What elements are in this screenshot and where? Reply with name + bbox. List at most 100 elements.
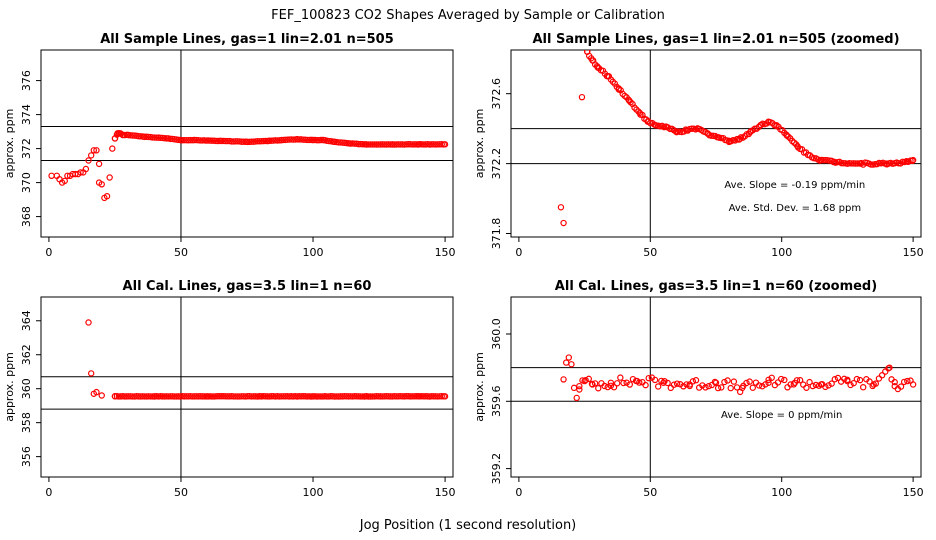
x-tick-label: 100 (771, 246, 792, 259)
data-point (885, 365, 892, 372)
data-point (103, 192, 111, 200)
data-point (216, 392, 224, 400)
data-point (125, 393, 133, 400)
data-point (673, 380, 681, 387)
data-point (377, 141, 384, 148)
data-point (218, 393, 226, 400)
data-point (212, 393, 220, 400)
data-point (408, 141, 416, 148)
data-point (396, 393, 404, 400)
data-point (651, 376, 659, 384)
data-point (588, 380, 596, 388)
data-point (61, 177, 68, 185)
data-point (410, 393, 418, 400)
data-point (440, 141, 447, 148)
data-point (733, 384, 741, 391)
data-point (347, 140, 354, 147)
data-point (379, 141, 386, 148)
x-tick-label: 150 (903, 486, 924, 499)
data-point (353, 393, 360, 400)
panel-title: All Cal. Lines, gas=3.5 lin=1 n=60 (zoom… (555, 279, 877, 294)
y-tick-label: 370 (20, 172, 33, 193)
data-point (708, 381, 715, 389)
data-point (280, 136, 287, 144)
data-point (262, 393, 269, 400)
data-point (822, 383, 829, 391)
data-point (841, 375, 848, 383)
data-point (230, 393, 237, 400)
y-tick-label: 360 (20, 378, 33, 399)
data-point (680, 383, 687, 390)
data-point (387, 141, 394, 148)
data-points (85, 319, 449, 400)
data-point (875, 375, 883, 382)
data-point (907, 377, 914, 384)
y-axis-label: approx. ppm (3, 352, 16, 422)
x-tick-label: 150 (435, 246, 456, 259)
data-point (202, 393, 210, 400)
data-point (87, 152, 95, 159)
data-point (844, 376, 851, 384)
data-point (613, 380, 621, 387)
data-point (250, 393, 257, 400)
data-point (762, 381, 769, 388)
data-point (430, 393, 438, 400)
data-point (743, 379, 750, 387)
data-point (317, 136, 325, 144)
data-point (121, 393, 129, 400)
data-point (355, 140, 362, 148)
data-point (721, 378, 728, 386)
data-point (365, 393, 372, 400)
data-point (198, 393, 206, 400)
data-point (282, 393, 289, 400)
data-point (163, 393, 170, 400)
data-point (573, 394, 580, 402)
data-point (375, 393, 382, 400)
data-point (95, 160, 103, 168)
data-point (565, 354, 573, 361)
data-point (591, 380, 599, 387)
data-point (428, 141, 436, 148)
data-point (278, 393, 285, 400)
data-point (601, 382, 608, 390)
data-point (309, 393, 317, 400)
panel-cal-lines-zoomed: All Cal. Lines, gas=3.5 lin=1 n=60 (zoom… (473, 279, 924, 499)
data-point (642, 381, 649, 389)
data-point (129, 393, 136, 400)
data-point (248, 138, 255, 145)
data-point (859, 384, 867, 391)
data-point (749, 384, 756, 391)
data-point (365, 141, 372, 148)
data-point (77, 169, 84, 176)
data-point (367, 141, 374, 148)
data-point (286, 136, 293, 143)
data-point (93, 147, 100, 154)
data-point (106, 174, 113, 181)
panel-title: All Cal. Lines, gas=3.5 lin=1 n=60 (123, 279, 372, 294)
data-point (796, 376, 804, 384)
data-point (234, 393, 241, 400)
data-point (595, 385, 602, 392)
data-point (736, 388, 744, 396)
data-point (661, 377, 668, 385)
data-point (167, 393, 174, 400)
data-point (171, 393, 178, 400)
data-point (711, 378, 719, 386)
data-point (222, 137, 230, 145)
data-point (129, 132, 136, 139)
data-point (232, 138, 239, 145)
data-point (793, 377, 801, 384)
x-tick-label: 100 (303, 486, 324, 499)
figure-title: FEF_100823 CO2 Shapes Averaged by Sample… (271, 8, 665, 23)
data-point (218, 137, 226, 145)
data-point (181, 136, 188, 144)
data-point (866, 378, 873, 385)
data-point (576, 386, 583, 393)
data-point (683, 381, 690, 388)
data-point (234, 138, 241, 145)
data-point (238, 138, 245, 145)
data-point (699, 382, 706, 389)
data-point (391, 393, 398, 400)
data-point (847, 381, 854, 389)
